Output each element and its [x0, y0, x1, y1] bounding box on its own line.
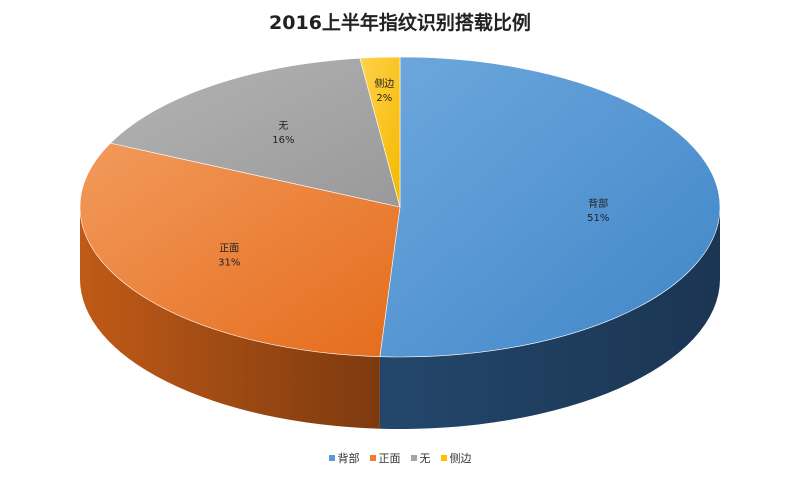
- slice-none: [109, 57, 401, 208]
- data-label-value-side: 2%: [376, 93, 392, 104]
- legend-swatch-front: [369, 455, 376, 461]
- legend-label-side: 侧边: [449, 452, 472, 465]
- legend-swatch-side: [440, 455, 447, 461]
- chart-title: 2016上半年指纹识别搭载比例: [269, 12, 531, 34]
- legend-item-none: 无: [410, 450, 431, 466]
- legend-swatch-none: [410, 455, 417, 461]
- slice-front: [79, 142, 401, 358]
- slice-side: [359, 56, 401, 208]
- legend-item-side: 侧边: [440, 450, 472, 466]
- data-label-name-front: 正面: [219, 243, 239, 254]
- data-label-value-back: 51%: [587, 213, 609, 224]
- side-front: [80, 207, 380, 429]
- slice-back: [379, 56, 721, 358]
- legend-label-none: 无: [419, 452, 431, 465]
- legend-swatch-back: [328, 455, 335, 461]
- legend: 背部 正面 无 侧边: [0, 450, 800, 466]
- data-label-name-side: 侧边: [374, 77, 394, 90]
- side-back: [379, 207, 720, 429]
- legend-label-front: 正面: [378, 452, 401, 465]
- legend-item-back: 背部: [328, 450, 360, 466]
- data-label-name-none: 无: [278, 121, 288, 132]
- data-label-name-back: 背部: [588, 197, 608, 210]
- data-label-value-none: 16%: [272, 135, 294, 146]
- data-label-value-front: 31%: [218, 257, 240, 268]
- legend-item-front: 正面: [369, 450, 401, 466]
- legend-label-back: 背部: [337, 452, 360, 465]
